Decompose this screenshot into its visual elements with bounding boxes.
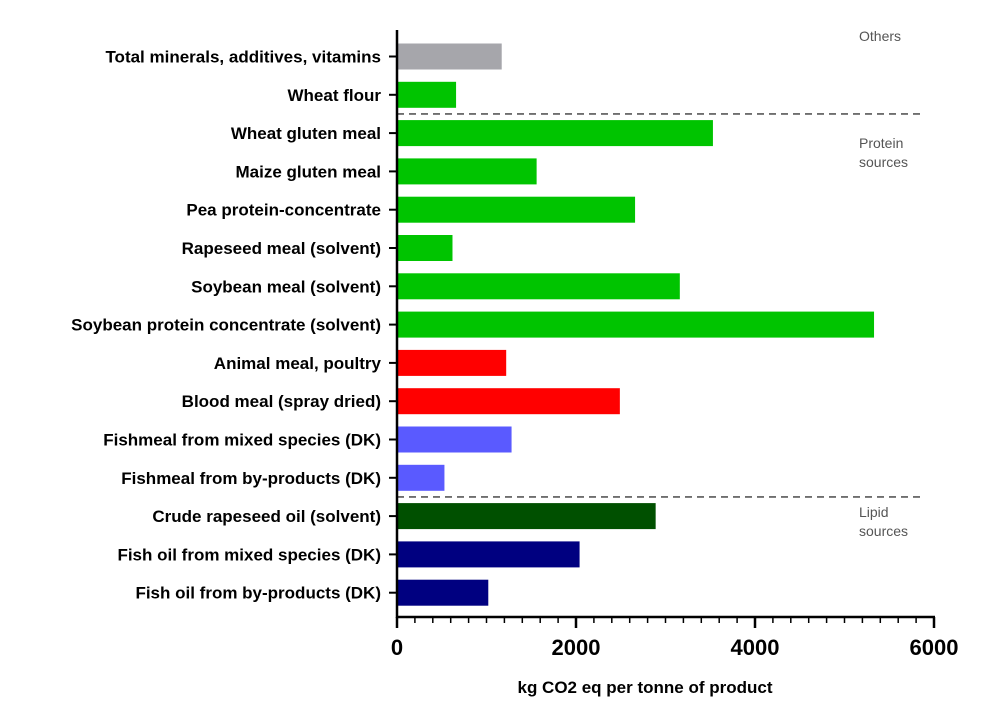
category-label-15: Fish oil from by-products (DK) [135,584,381,603]
group-label-1: Others [859,28,901,44]
bar-13 [398,503,656,530]
bar-6 [398,235,453,261]
category-label-3: Wheat gluten meal [231,124,381,143]
group-labels: Others Protein sources Lipid sources [859,28,908,539]
bar-12 [398,464,445,491]
category-label-13: Crude rapeseed oil (solvent) [152,507,381,526]
bar-7 [398,273,680,300]
x-ticks: 0 2000 4000 6000 [391,617,959,660]
bar-5 [398,196,636,223]
category-label-1: Total minerals, additives, vitamins [105,48,381,67]
category-label-12: Fishmeal from by-products (DK) [121,469,381,488]
x-tick-label-3: 4000 [731,635,780,660]
category-label-11: Fishmeal from mixed species (DK) [103,431,381,450]
category-label-9: Animal meal, poultry [214,354,382,373]
x-tick-label-2: 2000 [552,635,601,660]
bar-15 [398,579,489,606]
bar-1 [398,43,502,70]
bar-9 [398,349,507,376]
category-labels: Total minerals, additives, vitamins Wheat… [71,48,381,603]
bar-4 [398,158,537,185]
category-label-5: Pea protein-concentrate [186,201,381,220]
group-label-3: Lipid sources [859,504,908,539]
x-tick-label-4: 6000 [910,635,959,660]
group-label-2: Protein sources [859,135,908,170]
x-axis-title: kg CO2 eq per tonne of product [517,678,772,697]
category-label-4: Maize gluten meal [236,162,381,181]
x-tick-label-1: 0 [391,635,403,660]
category-label-14: Fish oil from mixed species (DK) [117,545,381,564]
category-label-7: Soybean meal (solvent) [191,277,381,296]
bar-2 [398,81,457,108]
bar-11 [398,426,512,453]
bar-10 [398,388,620,415]
group-dividers [397,113,924,498]
bar-3 [398,120,713,147]
bar-8 [398,311,875,338]
bar-14 [398,541,580,568]
bars [398,43,875,606]
category-label-2: Wheat flour [288,86,382,105]
category-label-6: Rapeseed meal (solvent) [182,239,381,258]
category-label-8: Soybean protein concentrate (solvent) [71,316,381,335]
category-label-10: Blood meal (spray dried) [182,392,381,411]
